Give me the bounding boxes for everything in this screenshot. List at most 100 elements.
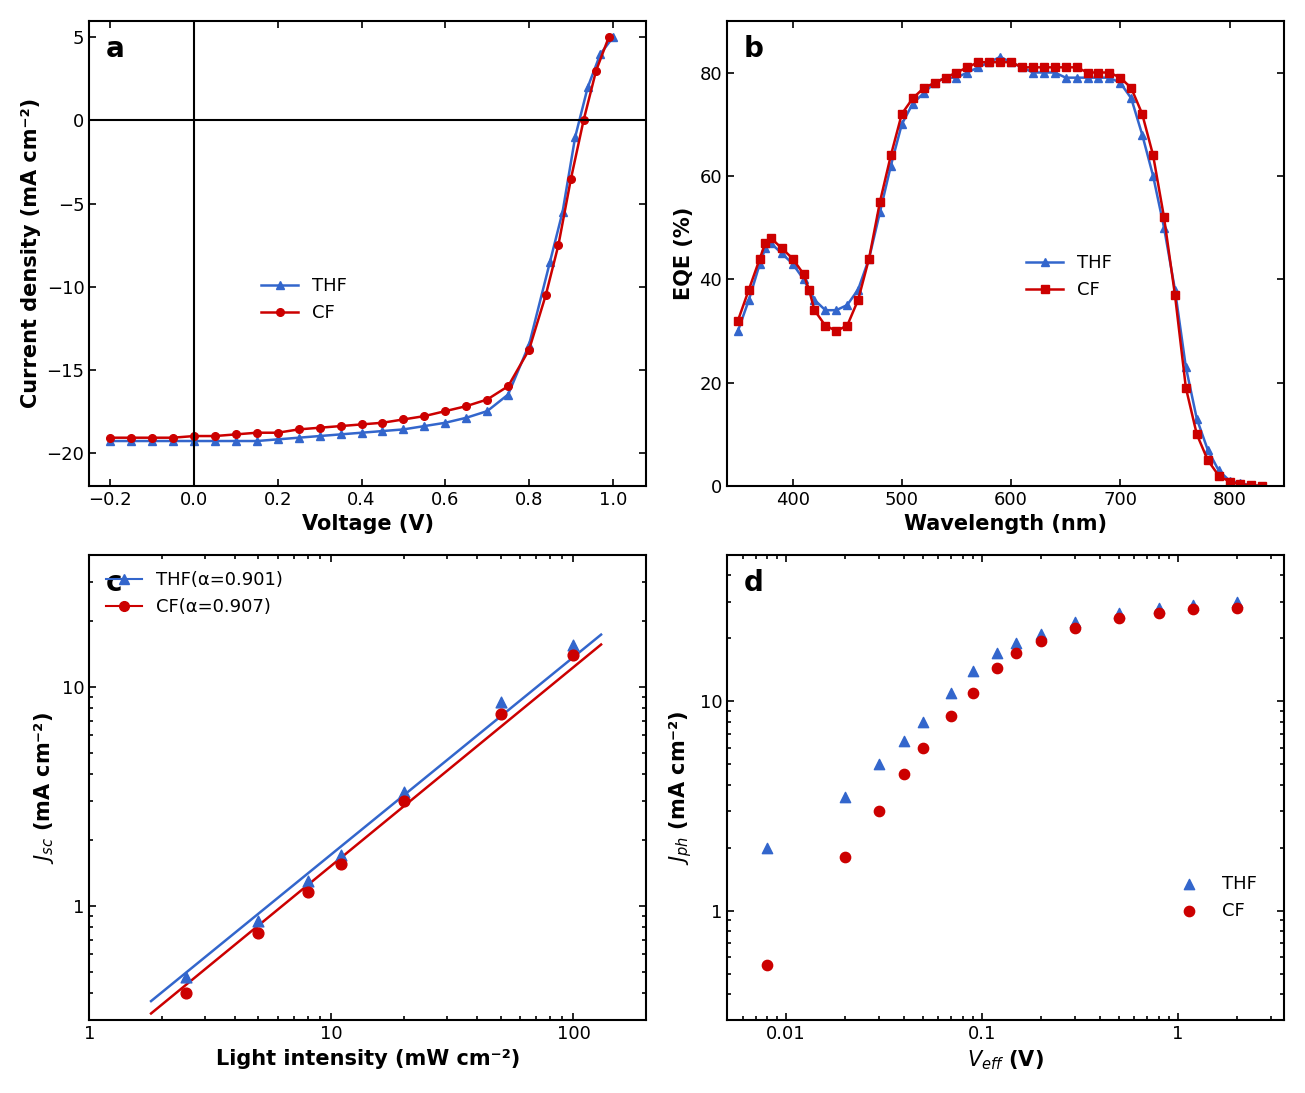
CF — [479, 393, 495, 407]
CF — [521, 343, 536, 356]
CF — [187, 430, 202, 443]
CF — [829, 325, 844, 338]
CF — [354, 418, 369, 431]
CF — [757, 956, 778, 974]
THF — [729, 325, 745, 338]
THF — [1244, 479, 1259, 492]
Line: THF: THF — [107, 34, 617, 445]
CF — [834, 848, 855, 866]
Point — [175, 984, 196, 1001]
THF — [606, 31, 621, 44]
THF — [458, 411, 474, 424]
THF — [894, 732, 915, 750]
CF — [333, 420, 348, 433]
THF — [437, 416, 453, 430]
THF — [354, 426, 369, 439]
CF — [1254, 480, 1270, 493]
CF — [500, 379, 515, 392]
CF — [102, 431, 117, 444]
Legend: THF, CF: THF, CF — [1164, 868, 1265, 928]
CF — [1065, 619, 1086, 636]
Point — [298, 872, 318, 890]
THF — [123, 434, 138, 447]
THF — [207, 434, 223, 447]
THF — [555, 205, 570, 219]
THF — [312, 430, 328, 443]
Point — [562, 636, 583, 654]
THF — [579, 81, 595, 94]
CF — [941, 707, 962, 725]
CF — [228, 427, 244, 440]
CF — [894, 765, 915, 783]
THF — [145, 434, 161, 447]
Text: b: b — [744, 35, 763, 62]
CF — [600, 31, 616, 44]
CF — [589, 64, 604, 78]
Point — [491, 694, 512, 712]
THF — [872, 205, 887, 219]
THF — [592, 47, 608, 60]
CF — [564, 172, 579, 185]
CF — [375, 416, 390, 430]
Point — [491, 705, 512, 722]
CF — [458, 400, 474, 413]
THF — [1079, 71, 1095, 84]
CF — [1108, 610, 1129, 627]
Y-axis label: $J_{sc}$ (mA cm⁻²): $J_{sc}$ (mA cm⁻²) — [33, 712, 56, 863]
Point — [394, 784, 415, 801]
THF — [416, 420, 432, 433]
THF — [270, 433, 286, 446]
CF — [312, 421, 328, 434]
THF — [500, 388, 515, 401]
CF — [249, 426, 265, 439]
CF — [538, 289, 553, 302]
CF — [291, 423, 307, 436]
CF — [166, 431, 181, 444]
Y-axis label: $J_{ph}$ (mA cm⁻²): $J_{ph}$ (mA cm⁻²) — [667, 710, 694, 865]
THF — [869, 755, 890, 773]
CF — [987, 659, 1007, 677]
Point — [248, 913, 269, 930]
THF — [992, 50, 1007, 63]
CF — [912, 739, 933, 756]
Point — [175, 968, 196, 986]
CF — [576, 114, 591, 127]
CF — [1148, 604, 1169, 622]
CF — [1079, 66, 1095, 79]
THF — [249, 434, 265, 447]
CF — [1112, 71, 1128, 84]
CF — [123, 431, 138, 444]
Legend: THF, CF: THF, CF — [254, 270, 354, 330]
THF — [941, 684, 962, 702]
THF — [1254, 480, 1270, 493]
THF — [375, 424, 390, 437]
Line: THF: THF — [735, 54, 1266, 490]
CF — [437, 404, 453, 418]
CF — [145, 431, 161, 444]
THF — [333, 427, 348, 440]
THF — [228, 434, 244, 447]
X-axis label: Wavelength (nm): Wavelength (nm) — [904, 515, 1107, 534]
THF — [883, 158, 899, 172]
Text: d: d — [744, 569, 763, 597]
Point — [331, 847, 352, 865]
THF — [395, 423, 411, 436]
Y-axis label: EQE (%): EQE (%) — [673, 207, 694, 299]
CF — [962, 684, 983, 702]
THF — [166, 434, 181, 447]
THF — [542, 255, 557, 268]
THF — [829, 304, 844, 317]
CF — [1244, 479, 1259, 492]
Text: a: a — [106, 35, 125, 62]
CF — [729, 314, 745, 327]
THF — [834, 788, 855, 806]
THF — [912, 713, 933, 730]
THF — [291, 431, 307, 444]
THF — [102, 434, 117, 447]
X-axis label: Light intensity (mW cm⁻²): Light intensity (mW cm⁻²) — [215, 1048, 519, 1069]
Point — [394, 792, 415, 810]
Point — [298, 884, 318, 902]
CF — [551, 238, 566, 251]
THF — [1065, 613, 1086, 631]
Line: CF: CF — [735, 58, 1266, 490]
